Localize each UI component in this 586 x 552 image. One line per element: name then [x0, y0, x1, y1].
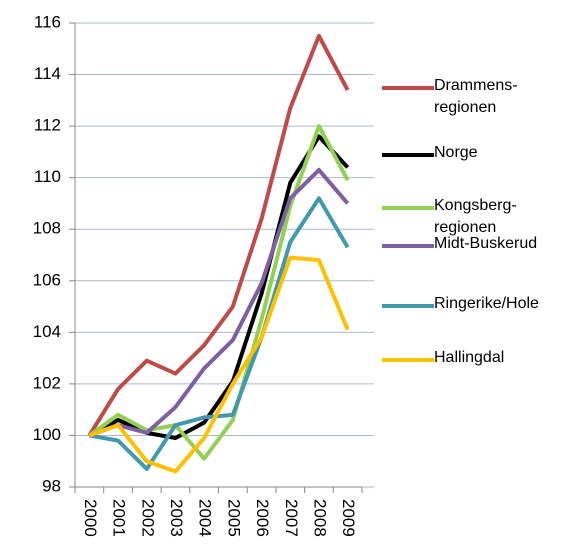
series-line	[88, 255, 350, 474]
legend-label: Hallingdal	[434, 349, 505, 366]
legend-swatch	[382, 153, 434, 157]
series-line	[88, 134, 350, 441]
legend-item: Hallingdal	[382, 349, 552, 369]
legend-label: Midt-Buskerud	[434, 235, 538, 252]
legend-item: Ringerike/Hole	[382, 295, 552, 315]
legend-label: Norge	[434, 144, 478, 161]
legend-item: Drammens-regionen	[382, 77, 552, 119]
y-tick-label: 114	[34, 64, 61, 83]
x-tick-label: 2001	[110, 499, 129, 537]
series-line	[87, 33, 350, 437]
legend-item: Norge	[382, 144, 552, 164]
x-tick-label: 2002	[138, 499, 157, 537]
legend-swatch	[382, 206, 434, 210]
series-line	[88, 124, 350, 461]
x-tick-label: 2003	[167, 499, 186, 537]
series-line	[88, 196, 350, 471]
legend-swatch	[382, 86, 434, 90]
legend-label: Ringerike/Hole	[434, 295, 539, 312]
y-tick-label: 106	[33, 270, 61, 289]
legend-item: Midt-Buskerud	[382, 235, 552, 255]
y-tick-label: 108	[33, 219, 61, 238]
y-tick-label: 116	[34, 12, 61, 31]
x-tick-label: 2006	[253, 499, 272, 537]
x-tick-label: 2009	[339, 499, 358, 537]
x-tick-label: 2004	[196, 499, 215, 537]
x-tick-label: 2005	[224, 499, 243, 537]
legend-swatch	[382, 244, 434, 248]
x-tick-label: 2000	[81, 499, 100, 537]
legend-swatch	[382, 358, 434, 362]
series-line	[88, 167, 350, 438]
legend-label: Drammens-regionen	[434, 77, 518, 116]
y-tick-label: 110	[34, 167, 61, 186]
y-tick-label: 98	[42, 476, 61, 495]
y-tick-label: 112	[34, 116, 61, 135]
legend-swatch	[382, 304, 434, 308]
legend-label: Kongsberg-regionen	[434, 197, 517, 236]
x-tick-label: 2007	[282, 499, 301, 537]
x-tick-label: 2008	[310, 499, 329, 537]
y-tick-label: 100	[33, 425, 61, 444]
y-tick-label: 104	[33, 322, 61, 341]
y-tick-label: 102	[33, 373, 61, 392]
legend-item: Kongsberg-regionen	[382, 197, 552, 239]
